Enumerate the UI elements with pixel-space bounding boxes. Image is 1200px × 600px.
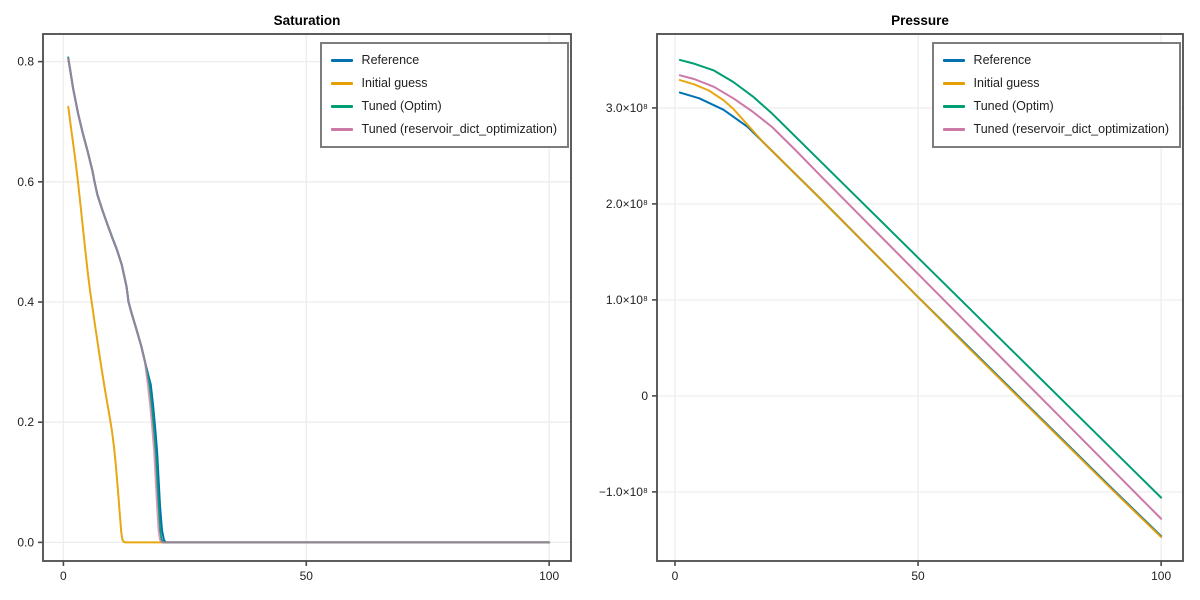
saturation-plot-title: Saturation: [273, 13, 341, 28]
y-tick-label: 0.2: [17, 415, 34, 429]
y-tick-label: 0.0: [17, 535, 34, 549]
plot-saturation: 0 50 100 0.0 0.2 0.4 0.6 0.8: [17, 33, 572, 583]
legend-label: Initial guess: [973, 76, 1040, 91]
x-tick-label: 0: [60, 569, 67, 583]
y-tick-label: 0.4: [17, 295, 34, 309]
axes-frame: [656, 33, 1184, 562]
legend-swatch-tuned-reservoir-dict-optimization: [942, 128, 965, 131]
legend-item-reference: Reference: [330, 49, 557, 72]
series-line-tuned-optim: [678, 58, 1163, 499]
legend-item-tuned-reservoir-dict-optimization: Tuned (reservoir_dict_optimization): [942, 118, 1169, 141]
legend-swatch-initial-guess: [330, 82, 353, 85]
legend-list: Reference Initial guess Tuned (Optim) Tuned…: [330, 49, 557, 141]
series-group: [678, 58, 1163, 538]
legend-item-reference: Reference: [942, 49, 1169, 72]
y-tick-label: 1.0×10⁸: [606, 293, 648, 307]
x-tick-label: 100: [539, 569, 559, 583]
pressure-legend: Reference Initial guess Tuned (Optim) Tuned…: [931, 42, 1181, 148]
series-line-tuned-reservoir-dict-optimization: [67, 57, 551, 544]
legend-swatch-reference: [330, 59, 353, 62]
series-group: [67, 56, 551, 544]
legend-swatch-tuned-optim: [330, 105, 353, 108]
legend-label: Tuned (Optim): [973, 99, 1054, 114]
y-tick-label: 2.0×10⁸: [606, 197, 648, 211]
y-tick-label: 3.0×10⁸: [606, 101, 648, 115]
x-tick-label: 0: [672, 569, 679, 583]
series-line-initial-guess: [67, 105, 551, 544]
legend-label: Tuned (reservoir_dict_optimization): [361, 122, 557, 137]
legend-label: Initial guess: [361, 76, 428, 91]
y-tick-label: −1.0×10⁸: [599, 485, 648, 499]
legend-label: Reference: [973, 53, 1032, 68]
legend-swatch-reference: [942, 59, 965, 62]
series-line-reference: [678, 91, 1163, 538]
y-tick-label: 0.8: [17, 55, 34, 69]
y-tick-label: 0.6: [17, 175, 34, 189]
x-tick-label: 50: [300, 569, 314, 583]
x-tick-label: 50: [911, 569, 925, 583]
legend-label: Reference: [361, 53, 420, 68]
series-line-initial-guess: [678, 79, 1163, 538]
legend-item-tuned-optim: Tuned (Optim): [330, 95, 557, 118]
legend-label: Tuned (reservoir_dict_optimization): [973, 122, 1169, 137]
x-tick-label: 100: [1151, 569, 1171, 583]
legend-swatch-tuned-reservoir-dict-optimization: [330, 128, 353, 131]
saturation-legend: Reference Initial guess Tuned (Optim) Tuned…: [319, 42, 569, 148]
legend-item-initial-guess: Initial guess: [942, 72, 1169, 95]
y-tick-label: 0: [641, 389, 648, 403]
legend-label: Tuned (Optim): [361, 99, 442, 114]
legend-item-tuned-reservoir-dict-optimization: Tuned (reservoir_dict_optimization): [330, 118, 557, 141]
legend-item-initial-guess: Initial guess: [330, 72, 557, 95]
legend-item-tuned-optim: Tuned (Optim): [942, 95, 1169, 118]
legend-swatch-tuned-optim: [942, 105, 965, 108]
legend-list: Reference Initial guess Tuned (Optim) Tuned…: [942, 49, 1169, 141]
series-line-tuned-reservoir-dict-optimization: [678, 74, 1163, 520]
pressure-plot-title: Pressure: [891, 13, 949, 28]
legend-swatch-initial-guess: [942, 82, 965, 85]
